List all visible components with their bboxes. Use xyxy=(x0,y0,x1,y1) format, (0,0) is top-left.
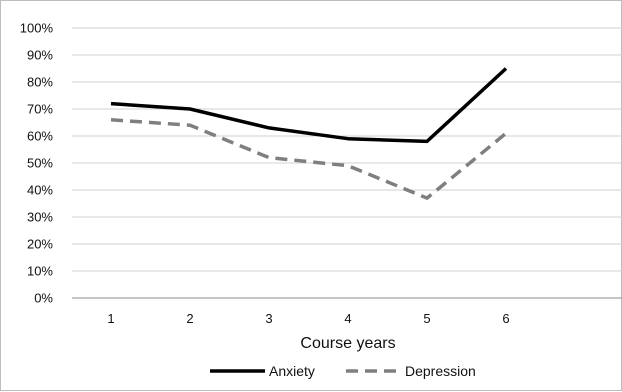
x-axis-title: Course years xyxy=(300,335,395,352)
y-tick-label: 20% xyxy=(27,237,53,252)
y-tick-label: 10% xyxy=(27,264,53,279)
y-tick-label: 80% xyxy=(27,75,53,90)
y-tick-label: 40% xyxy=(27,183,53,198)
x-axis-ticks: 1 2 3 4 5 6 xyxy=(107,311,509,326)
legend-label-anxiety: Anxiety xyxy=(269,363,315,379)
y-tick-label: 90% xyxy=(27,48,53,63)
y-axis-ticks: 0% 10% 20% 30% 40% 50% 60% 70% 80% 90% 100% xyxy=(20,21,54,306)
legend: Anxiety Depression xyxy=(210,363,476,379)
y-tick-label: 50% xyxy=(27,156,53,171)
series-line-anxiety xyxy=(111,69,506,142)
y-tick-label: 60% xyxy=(27,129,53,144)
x-tick-label: 5 xyxy=(423,311,430,326)
y-tick-label: 100% xyxy=(20,21,54,36)
y-tick-label: 30% xyxy=(27,210,53,225)
x-tick-label: 4 xyxy=(344,311,351,326)
series-lines xyxy=(111,68,506,198)
x-tick-label: 2 xyxy=(186,311,193,326)
x-tick-label: 6 xyxy=(502,311,509,326)
gridlines xyxy=(72,28,622,271)
x-tick-label: 1 xyxy=(107,311,114,326)
x-tick-label: 3 xyxy=(265,311,272,326)
legend-label-depression: Depression xyxy=(405,363,476,379)
y-tick-label: 0% xyxy=(34,291,53,306)
y-tick-label: 70% xyxy=(27,102,53,117)
